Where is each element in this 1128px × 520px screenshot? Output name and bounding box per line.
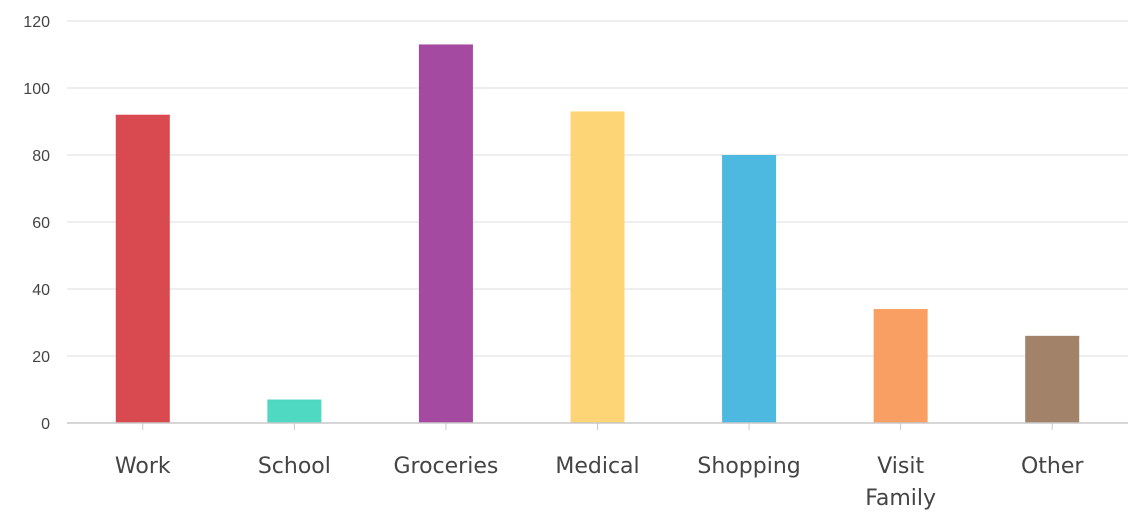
bar [570, 111, 625, 423]
bar [115, 114, 170, 424]
y-tick-label: 60 [32, 215, 50, 232]
tick-labels: 0 20 40 60 80 100 120 Work School Groceries Medica… [23, 14, 1084, 511]
x-tick-label: Work [115, 454, 171, 479]
y-tick-label: 0 [41, 416, 50, 433]
y-tick-label: 40 [32, 282, 50, 299]
x-tick-label: Other [1021, 454, 1084, 479]
y-tick-label: 120 [23, 14, 50, 31]
bars [115, 44, 1080, 424]
x-tick-label: Medical [555, 454, 639, 479]
x-tick-label: Groceries [393, 454, 498, 479]
axes [67, 422, 1128, 430]
y-tick-label: 80 [32, 148, 50, 165]
y-tick-label: 20 [32, 349, 50, 366]
x-tick-label-line: Groceries [393, 454, 498, 479]
bar [267, 399, 322, 423]
x-tick-label-line: Visit [877, 454, 924, 479]
x-tick-label-line: Other [1021, 454, 1084, 479]
y-tick-label: 100 [23, 81, 50, 98]
bar [418, 44, 473, 423]
bar [873, 309, 928, 423]
x-tick-label-line: Work [115, 454, 171, 479]
x-tick-label: School [258, 454, 331, 479]
bar [1025, 335, 1080, 423]
bar [722, 155, 777, 423]
x-tick-label: Visit Family [865, 454, 936, 511]
x-tick-label-line: School [258, 454, 331, 479]
x-tick-label-line: Shopping [697, 454, 800, 479]
x-tick-label-line: Family [865, 486, 936, 511]
x-tick-label: Shopping [697, 454, 800, 479]
x-tick-label-line: Medical [555, 454, 639, 479]
